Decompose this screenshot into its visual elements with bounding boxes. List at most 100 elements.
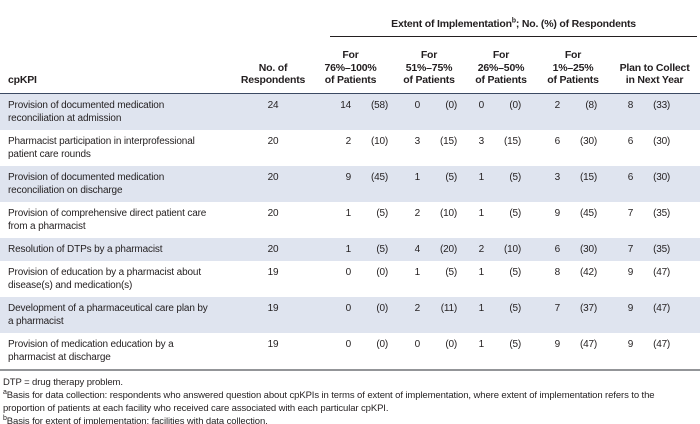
spanner-header-cell: Extent of Implementationb; No. (%) of Re… [308,0,700,49]
percent-value: (5) [509,171,521,183]
extent-cell: 1 (5) [308,238,393,261]
extent-cell: 6 (30) [537,130,609,166]
percent-value: (35) [653,243,671,255]
count-value: 1 [345,207,352,219]
extent-cell-values: 0 (0) [393,338,458,351]
extent-cell-values: 1 (5) [465,207,522,220]
count-value: 9 [627,338,634,350]
extent-cell: 6 (30) [609,166,700,202]
percent-value: (10) [440,207,457,219]
extent-cell: 0 (0) [308,297,393,333]
table-head: Extent of Implementationb; No. (%) of Re… [0,0,700,94]
percent-value: (5) [509,266,521,278]
percent-value: (0) [445,338,457,350]
col-header-for-26-50: For 26%–50% of Patients [465,49,537,94]
extent-cell: 9 (45) [537,202,609,238]
extent-cell: 0 (0) [393,332,465,371]
count-value: 14 [340,99,351,111]
percent-value: (8) [585,99,597,111]
extent-cell-values: 1 (5) [393,266,458,279]
count-value: 7 [627,243,634,255]
table-row: Resolution of DTPs by a pharmacist 20 1 (5)… [0,237,700,261]
extent-cell: 14 (58) [308,93,393,130]
extent-cell-values: 6 (30) [609,135,671,148]
extent-cell-values: 0 (0) [465,99,522,112]
extent-cell: 7 (35) [609,238,700,261]
count-value: 8 [627,99,634,111]
extent-cell: 1 (5) [465,202,537,238]
col-header-respondents: No. of Respondents [238,49,308,94]
count-value: 9 [554,207,561,219]
extent-cell-values: 9 (47) [537,338,598,351]
extent-cell: 3 (15) [537,166,609,202]
percent-value: (30) [580,135,597,147]
count-value: 0 [345,302,352,314]
extent-cell-values: 0 (0) [308,266,389,279]
cpkpi-label: Pharmacist participation in interprofess… [8,135,195,160]
extent-cell: 1 (5) [465,332,537,371]
count-value: 7 [554,302,561,314]
percent-value: (33) [653,99,671,111]
extent-cell: 2 (11) [393,297,465,333]
respondents-count: 19 [238,332,308,371]
extent-cell: 1 (5) [393,166,465,202]
cpkpi-label: Provision of comprehensive direct patien… [8,207,207,232]
extent-cell: 9 (47) [537,332,609,371]
respondents-count: 20 [267,135,279,147]
extent-cell-values: 9 (47) [609,266,671,279]
percent-value: (10) [371,135,388,147]
count-value: 0 [345,266,352,278]
extent-cell-values: 6 (30) [537,135,598,148]
percent-value: (0) [376,266,388,278]
table-row: Provision of education by a pharmacist a… [0,261,700,297]
count-value: 6 [627,171,634,183]
extent-cell: 0 (0) [308,261,393,297]
spanner-header: Extent of Implementationb; No. (%) of Re… [330,17,698,37]
spanner-text-continued: ; No. (%) of Respondents [515,17,636,30]
cpkpi-label: Provision of education by a pharmacist a… [8,266,201,291]
count-value: 6 [554,135,561,147]
cpkpi-data-table: Extent of Implementationb; No. (%) of Re… [0,0,700,371]
cpkpi-label: Provision of medication education by a p… [0,332,238,371]
percent-value: (20) [440,243,457,255]
count-value: 4 [414,243,421,255]
percent-value: (15) [440,135,457,147]
percent-value: (0) [445,99,457,111]
percent-value: (45) [371,171,388,183]
footnote-b-text: Basis for extent of implementation: faci… [6,415,268,424]
table-row: Provision of documented medication recon… [0,93,700,130]
cpkpi-label: Resolution of DTPs by a pharmacist [8,243,163,255]
count-value: 9 [345,171,352,183]
cpkpi-label: Provision of documented medication recon… [8,99,165,124]
extent-cell-values: 1 (5) [308,243,389,256]
count-value: 2 [414,302,421,314]
extent-cell-values: 1 (5) [465,171,522,184]
extent-cell: 9 (47) [609,332,700,371]
extent-cell-values: 9 (45) [537,207,598,220]
percent-value: (30) [653,135,671,147]
extent-cell: 2 (10) [393,202,465,238]
percent-value: (5) [376,243,388,255]
spanner-text: Extent of Implementation [391,17,512,30]
extent-cell: 7 (35) [609,202,700,238]
extent-cell: 8 (33) [609,93,700,130]
percent-value: (5) [445,171,457,183]
extent-cell-values: 9 (47) [609,338,671,351]
percent-value: (47) [653,338,671,350]
percent-value: (45) [580,207,597,219]
count-value: 1 [478,207,485,219]
extent-cell-values: 2 (10) [393,207,458,220]
extent-cell: 0 (0) [308,332,393,371]
extent-cell-values: 1 (5) [465,302,522,315]
footnote-a-superscript: a [3,388,7,396]
respondents-count: 24 [267,99,279,111]
extent-cell-values: 3 (15) [465,135,522,148]
count-value: 2 [478,243,485,255]
count-value: 3 [554,171,561,183]
col-header-for-76-100: For 76%–100% of Patients [308,49,393,94]
count-value: 0 [414,99,421,111]
extent-cell: 3 (15) [393,130,465,166]
extent-cell-values: 7 (37) [537,302,598,315]
percent-value: (5) [509,302,521,314]
table-body: Provision of documented medication recon… [0,93,700,371]
